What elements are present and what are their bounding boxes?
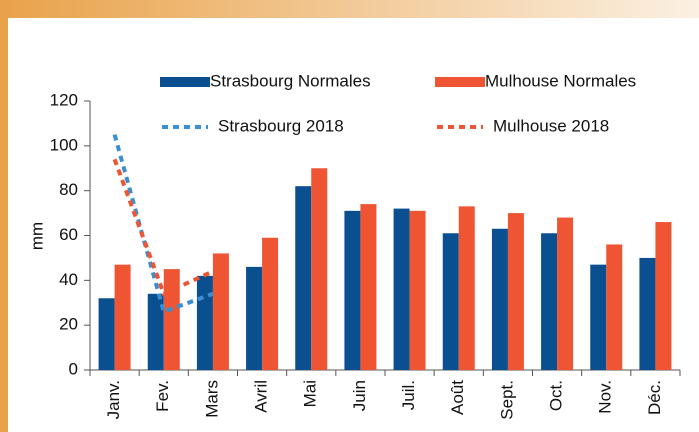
bar	[212, 253, 229, 370]
x-tick-label: Mai	[301, 380, 320, 407]
bar	[295, 186, 312, 370]
y-tick-label: 60	[59, 225, 78, 244]
bar	[606, 244, 623, 370]
bar	[344, 210, 361, 370]
x-tick-label: Juin	[350, 380, 369, 411]
line-series	[112, 158, 214, 297]
header-band	[0, 0, 699, 18]
y-tick-label: 100	[50, 135, 78, 154]
y-tick-label: 120	[50, 90, 78, 109]
x-tick-label: Avril	[252, 380, 271, 413]
x-tick-label: Mars	[202, 380, 221, 418]
bar	[98, 298, 115, 370]
bar	[409, 210, 426, 370]
legend-label: Strasbourg 2018	[218, 116, 344, 135]
legend-swatch	[435, 77, 485, 87]
left-border	[0, 0, 8, 432]
legend-label: Mulhouse 2018	[493, 116, 609, 135]
x-tick-label: Juil.	[399, 380, 418, 410]
x-tick-label: Janv.	[104, 380, 123, 419]
bar	[360, 204, 377, 370]
x-tick-label: Août	[448, 380, 467, 415]
x-tick-label: Déc.	[645, 380, 664, 415]
bar	[491, 228, 508, 370]
bar	[147, 293, 164, 370]
bar	[541, 233, 558, 370]
bar	[262, 237, 279, 370]
bar	[507, 213, 524, 370]
bar	[114, 264, 131, 370]
bar	[311, 168, 328, 370]
x-tick-label: Sept.	[497, 380, 516, 420]
bar	[163, 269, 180, 370]
bar	[393, 208, 410, 370]
legend-swatch	[160, 77, 210, 87]
x-tick-label: Oct.	[547, 380, 566, 411]
x-tick-label: Nov.	[596, 380, 615, 414]
bar	[196, 275, 213, 370]
bar	[458, 206, 475, 370]
bar	[246, 266, 263, 370]
y-tick-label: 40	[59, 270, 78, 289]
legend-label: Strasbourg Normales	[210, 71, 371, 90]
y-tick-label: 20	[59, 315, 78, 334]
y-tick-label: 0	[69, 359, 78, 378]
bar	[639, 257, 656, 370]
bar	[557, 217, 574, 370]
y-tick-label: 80	[59, 180, 78, 199]
bar	[655, 222, 672, 370]
legend-label: Mulhouse Normales	[485, 71, 636, 90]
bar	[590, 264, 607, 370]
x-tick-label: Fev.	[153, 380, 172, 412]
bar	[442, 233, 459, 370]
y-axis-label: mm	[27, 222, 46, 250]
